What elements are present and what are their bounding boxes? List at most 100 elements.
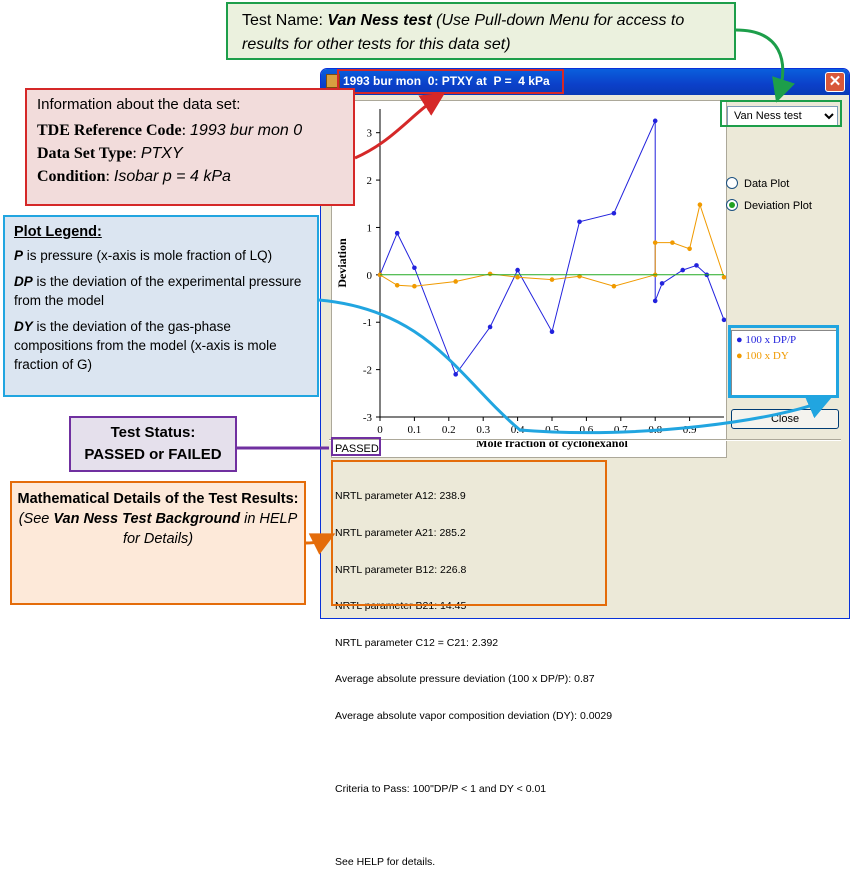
- data-point: [412, 265, 417, 271]
- y-tick-label: 0: [367, 270, 373, 282]
- data-point: [611, 283, 617, 289]
- info-ref-label: TDE Reference Code: [37, 122, 182, 139]
- data-point: [611, 210, 617, 216]
- detail-line: NRTL parameter A21: 285.2: [335, 527, 466, 540]
- detail-line: Average absolute pressure deviation (100…: [335, 673, 595, 686]
- y-axis-label: Deviation: [335, 238, 349, 288]
- data-point: [515, 274, 520, 280]
- info-ref-line: TDE Reference Code: 1993 bur mon 0: [37, 122, 303, 139]
- callout-test-name-value: Van Ness test: [327, 12, 432, 29]
- detail-line: See HELP for details.: [335, 856, 436, 869]
- radio-indicator[interactable]: [726, 199, 738, 211]
- detail-line: NRTL parameter B21: 14.45: [335, 600, 467, 613]
- title-highlight-box: [337, 69, 564, 94]
- van-ness-dialog: 1993 bur mon 0: PTXY at P = 4 kPa ✕ -3 -2…: [320, 68, 850, 868]
- data-point: [659, 281, 665, 286]
- math-callout-title: Mathematical Details of the Test Results…: [17, 491, 299, 507]
- data-point: [453, 372, 458, 377]
- detail-line: [335, 747, 612, 759]
- detail-line: [335, 820, 612, 832]
- divider: [329, 439, 841, 441]
- data-point: [670, 240, 675, 245]
- status-highlight-box: [331, 437, 381, 456]
- callout-test-label: Test Name:: [242, 12, 328, 29]
- test-status: PASSED: [335, 443, 379, 455]
- data-point: [697, 202, 703, 208]
- info-cond-line: Condition: Isobar p = 4 kPa: [37, 168, 231, 185]
- callout-info-heading: Information about the data set:: [37, 96, 241, 113]
- data-point: [453, 279, 458, 284]
- data-point: [549, 277, 555, 282]
- legend-item-dy: ● 100 x DY: [736, 350, 789, 362]
- radio-indicator[interactable]: [726, 177, 738, 189]
- math-callout-note: (See Van Ness Test Background in HELP fo…: [12, 509, 304, 549]
- data-point: [694, 263, 699, 268]
- callout-connectors: [237, 28, 832, 555]
- legend-p-symbol: P: [14, 248, 24, 263]
- data-point: [721, 274, 727, 280]
- status-callout-line1: Test Status:: [110, 424, 196, 441]
- callout-test-rest: (Use Pull-down Menu for access to result…: [242, 12, 685, 53]
- x-tick-label: 0.3: [476, 424, 490, 436]
- y-tick-label: -1: [363, 317, 372, 329]
- detail-line: Average absolute vapor composition devia…: [335, 710, 613, 723]
- radio-label: Deviation Plot: [744, 200, 812, 212]
- data-point: [394, 282, 400, 288]
- data-point: [515, 267, 520, 273]
- info-ref-value: 1993 bur mon 0: [190, 122, 303, 139]
- legend-dy-symbol: DY: [14, 319, 33, 334]
- radio-deviation-plot[interactable]: Deviation Plot: [726, 199, 812, 212]
- legend-item-dp: ● 100 x DP/P: [736, 334, 797, 346]
- info-cond-value: Isobar p = 4 kPa: [113, 168, 231, 185]
- data-point: [687, 246, 692, 252]
- legend-label: 100 x DY: [745, 350, 789, 362]
- title-bar[interactable]: 1993 bur mon 0: PTXY at P = 4 kPa ✕: [321, 69, 849, 95]
- callout-plot-legend: Plot Legend: P is pressure (x-axis is mo…: [3, 215, 319, 397]
- callout-dataset-info: Information about the data set: TDE Refe…: [25, 88, 355, 206]
- legend-dp-symbol: DP: [14, 274, 33, 289]
- data-point: [549, 329, 555, 335]
- math-note-pre: (See: [18, 511, 54, 527]
- data-point: [412, 283, 417, 289]
- data-point: [680, 267, 686, 273]
- info-cond-label: Condition: [37, 168, 106, 185]
- legend-label: 100 x DP/P: [745, 334, 797, 346]
- math-connector-arrow: [305, 533, 336, 555]
- window-close-button[interactable]: ✕: [825, 72, 845, 92]
- data-point: [652, 118, 658, 124]
- legend-dp-text: is the deviation of the experimental pre…: [14, 274, 302, 308]
- data-point: [721, 317, 727, 323]
- radio-data-plot[interactable]: Data Plot: [726, 177, 789, 190]
- data-point: [487, 324, 493, 330]
- info-connector-arrow: [354, 92, 446, 160]
- legend-callout-dp: DP is the deviation of the experimental …: [14, 272, 308, 310]
- radio-label: Data Plot: [744, 178, 790, 190]
- deviation-plot: -3 -2 -1 0 1 2 3 0 0.1 0.2 0.3 0.4 0.5 0.6 0.7 0.8 0.9 Mo…: [331, 100, 727, 458]
- legend-connector-arrow: [318, 298, 832, 435]
- y-tick-label: -3: [363, 412, 373, 424]
- legend-callout-dy: DY is the deviation of the gas-phase com…: [14, 317, 308, 374]
- x-tick-label: 0.2: [442, 424, 456, 436]
- callout-test-status: Test Status: PASSED or FAILED: [69, 416, 237, 472]
- data-point: [394, 230, 400, 236]
- status-callout-line2: PASSED or FAILED: [84, 446, 222, 463]
- x-tick-label: 0: [377, 424, 383, 436]
- callout-test-name: Test Name: Van Ness test (Use Pull-down …: [226, 2, 736, 60]
- legend-callout-title: Plot Legend:: [14, 224, 102, 240]
- series-line-0: [379, 120, 725, 376]
- data-point: [577, 219, 582, 225]
- app-icon: [326, 74, 340, 88]
- legend-highlight-box: [728, 325, 839, 398]
- detail-line: Criteria to Pass: 100"DP/P < 1 and DY < …: [335, 783, 547, 796]
- y-tick-label: 1: [367, 222, 373, 234]
- y-tick-label: -2: [363, 365, 372, 377]
- window-title: 1993 bur mon 0: PTXY at P = 4 kPa: [343, 74, 550, 88]
- info-type-label: Data Set Type: [37, 145, 133, 162]
- data-point: [652, 298, 658, 304]
- legend-dy-text: is the deviation of the gas-phase compos…: [14, 319, 277, 372]
- math-note-post: in HELP for Details): [122, 511, 298, 547]
- data-point: [652, 240, 658, 245]
- legend-callout-p: P is pressure (x-axis is mole fraction o…: [14, 246, 308, 265]
- info-type-line: Data Set Type: PTXY: [37, 145, 183, 162]
- details-highlight-box: [331, 460, 607, 606]
